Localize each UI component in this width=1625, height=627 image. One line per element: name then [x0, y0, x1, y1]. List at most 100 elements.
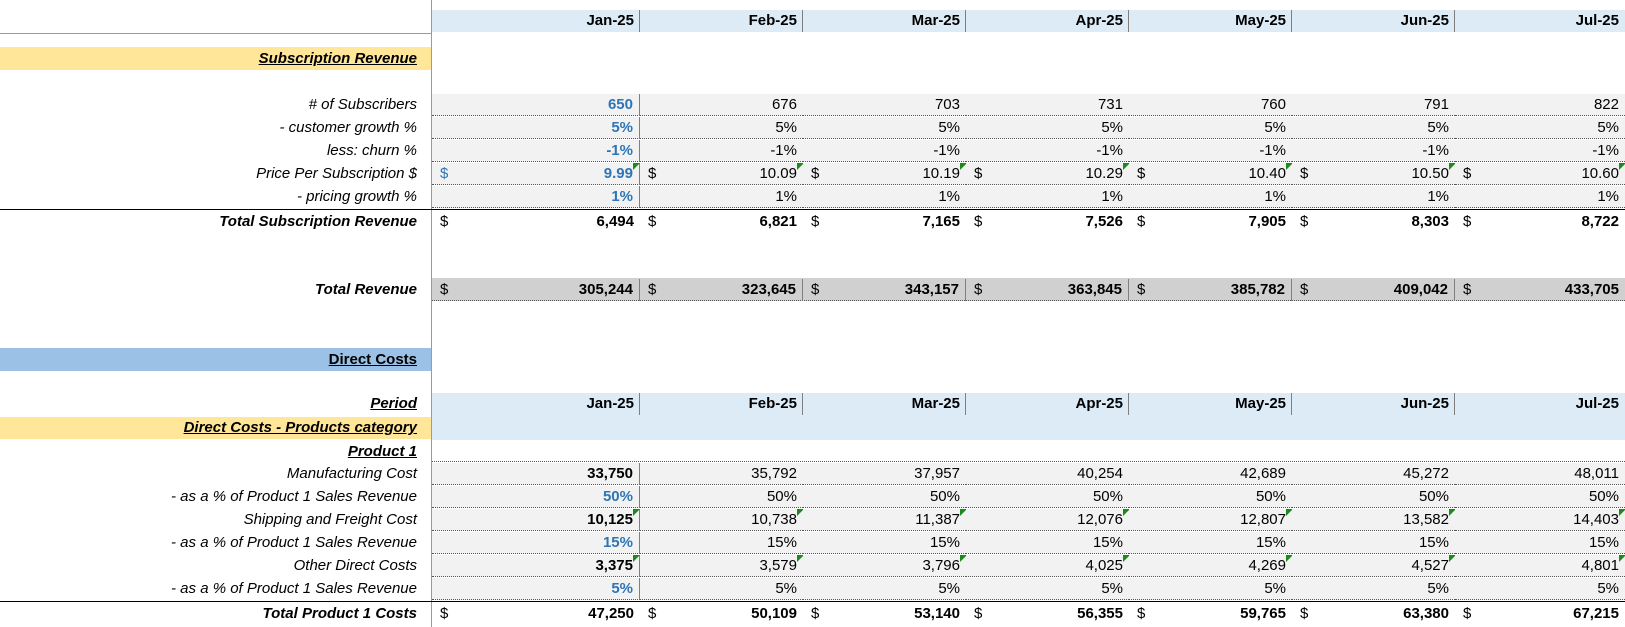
- direct-costs-manufacturing-pct-cell[interactable]: 50%: [1129, 486, 1292, 508]
- subscription-price-cell[interactable]: $10.60: [1455, 163, 1625, 185]
- subscription-subscribers-cell[interactable]: 791: [1292, 94, 1455, 116]
- direct-costs-shipping-pct-cell[interactable]: 15%: [1455, 532, 1625, 554]
- header-month-2[interactable]: Mar-25: [911, 12, 960, 29]
- direct-costs-manufacturing-pct-cell[interactable]: 50%: [1455, 486, 1625, 508]
- direct-costs-shipping-pct-cell[interactable]: 15%: [1129, 532, 1292, 554]
- direct-costs-shipping-cell[interactable]: 10,125: [432, 509, 640, 531]
- direct-costs-shipping-cell[interactable]: 12,076: [966, 509, 1130, 531]
- subscription-pricing-growth-cell[interactable]: 1%: [432, 186, 640, 208]
- total-revenue-cell[interactable]: $385,782: [1129, 279, 1292, 301]
- subscription-total-cell[interactable]: $7,526: [966, 211, 1129, 233]
- direct-costs-total-cell[interactable]: $47,250: [432, 603, 640, 625]
- direct-costs-total-cell[interactable]: $50,109: [640, 603, 803, 625]
- direct-costs-other-pct-cell[interactable]: 5%: [966, 578, 1129, 600]
- direct-costs-shipping-cell[interactable]: 14,403: [1455, 509, 1625, 531]
- direct-costs-shipping-pct-cell[interactable]: 15%: [640, 532, 803, 554]
- direct-costs-total-cell[interactable]: $56,355: [966, 603, 1129, 625]
- subscription-customer-growth-cell[interactable]: 5%: [1292, 117, 1455, 139]
- period-month-3[interactable]: Apr-25: [1075, 395, 1123, 412]
- direct-costs-manufacturing-pct-cell[interactable]: 50%: [966, 486, 1129, 508]
- period-month-5[interactable]: Jun-25: [1400, 395, 1449, 412]
- period-month-4[interactable]: May-25: [1235, 395, 1286, 412]
- header-month-5[interactable]: Jun-25: [1400, 12, 1449, 29]
- header-month-4[interactable]: May-25: [1235, 12, 1286, 29]
- direct-costs-manufacturing-cell[interactable]: 42,689: [1129, 463, 1292, 485]
- subscription-churn-cell[interactable]: -1%: [803, 140, 966, 162]
- total-revenue-cell[interactable]: $343,157: [803, 279, 966, 301]
- subscription-customer-growth-cell[interactable]: 5%: [1455, 117, 1625, 139]
- subscription-price-cell[interactable]: $10.09: [640, 163, 804, 185]
- header-month-6[interactable]: Jul-25: [1575, 12, 1619, 29]
- direct-costs-manufacturing-pct-cell[interactable]: 50%: [1292, 486, 1455, 508]
- header-month-3[interactable]: Apr-25: [1075, 12, 1123, 29]
- direct-costs-manufacturing-cell[interactable]: 37,957: [803, 463, 966, 485]
- direct-costs-other-cell[interactable]: 3,579: [640, 555, 804, 577]
- direct-costs-shipping-cell[interactable]: 11,387: [803, 509, 967, 531]
- subscription-customer-growth-cell[interactable]: 5%: [803, 117, 966, 139]
- subscription-price-cell[interactable]: $9.99: [432, 163, 640, 185]
- subscription-total-cell[interactable]: $6,494: [432, 211, 640, 233]
- period-month-0[interactable]: Jan-25: [586, 395, 634, 412]
- direct-costs-total-cell[interactable]: $53,140: [803, 603, 966, 625]
- direct-costs-total-cell[interactable]: $67,215: [1455, 603, 1625, 625]
- direct-costs-shipping-pct-cell[interactable]: 15%: [1292, 532, 1455, 554]
- direct-costs-shipping-cell[interactable]: 10,738: [640, 509, 804, 531]
- direct-costs-manufacturing-cell[interactable]: 35,792: [640, 463, 803, 485]
- subscription-customer-growth-cell[interactable]: 5%: [1129, 117, 1292, 139]
- total-revenue-cell[interactable]: $409,042: [1292, 279, 1455, 301]
- direct-costs-shipping-cell[interactable]: 12,807: [1129, 509, 1293, 531]
- subscription-churn-cell[interactable]: -1%: [432, 140, 640, 162]
- subscription-total-cell[interactable]: $6,821: [640, 211, 803, 233]
- subscription-pricing-growth-cell[interactable]: 1%: [640, 186, 803, 208]
- subscription-total-cell[interactable]: $7,905: [1129, 211, 1292, 233]
- subscription-total-cell[interactable]: $8,303: [1292, 211, 1455, 233]
- subscription-pricing-growth-cell[interactable]: 1%: [803, 186, 966, 208]
- direct-costs-manufacturing-pct-cell[interactable]: 50%: [640, 486, 803, 508]
- subscription-pricing-growth-cell[interactable]: 1%: [1129, 186, 1292, 208]
- subscription-churn-cell[interactable]: -1%: [1455, 140, 1625, 162]
- subscription-subscribers-cell[interactable]: 676: [640, 94, 803, 116]
- subscription-price-cell[interactable]: $10.19: [803, 163, 967, 185]
- direct-costs-other-pct-cell[interactable]: 5%: [1455, 578, 1625, 600]
- subscription-subscribers-cell[interactable]: 760: [1129, 94, 1292, 116]
- total-revenue-cell[interactable]: $305,244: [432, 279, 640, 301]
- direct-costs-manufacturing-pct-cell[interactable]: 50%: [803, 486, 966, 508]
- subscription-subscribers-cell[interactable]: 731: [966, 94, 1129, 116]
- subscription-churn-cell[interactable]: -1%: [1129, 140, 1292, 162]
- direct-costs-shipping-cell[interactable]: 13,582: [1292, 509, 1456, 531]
- direct-costs-other-pct-cell[interactable]: 5%: [1292, 578, 1455, 600]
- period-month-1[interactable]: Feb-25: [748, 395, 797, 412]
- period-month-2[interactable]: Mar-25: [911, 395, 960, 412]
- direct-costs-other-pct-cell[interactable]: 5%: [432, 578, 640, 600]
- direct-costs-other-pct-cell[interactable]: 5%: [640, 578, 803, 600]
- subscription-total-cell[interactable]: $8,722: [1455, 211, 1625, 233]
- direct-costs-shipping-pct-cell[interactable]: 15%: [803, 532, 966, 554]
- total-revenue-cell[interactable]: $323,645: [640, 279, 803, 301]
- direct-costs-other-cell[interactable]: 4,269: [1129, 555, 1293, 577]
- direct-costs-other-cell[interactable]: 4,527: [1292, 555, 1456, 577]
- direct-costs-other-cell[interactable]: 4,801: [1455, 555, 1625, 577]
- direct-costs-manufacturing-cell[interactable]: 40,254: [966, 463, 1129, 485]
- direct-costs-other-pct-cell[interactable]: 5%: [1129, 578, 1292, 600]
- direct-costs-shipping-pct-cell[interactable]: 15%: [966, 532, 1129, 554]
- subscription-price-cell[interactable]: $10.29: [966, 163, 1130, 185]
- subscription-subscribers-cell[interactable]: 703: [803, 94, 966, 116]
- direct-costs-other-cell[interactable]: 3,796: [803, 555, 967, 577]
- subscription-customer-growth-cell[interactable]: 5%: [432, 117, 640, 139]
- subscription-total-cell[interactable]: $7,165: [803, 211, 966, 233]
- header-month-0[interactable]: Jan-25: [586, 12, 634, 29]
- direct-costs-other-pct-cell[interactable]: 5%: [803, 578, 966, 600]
- direct-costs-total-cell[interactable]: $63,380: [1292, 603, 1455, 625]
- subscription-price-cell[interactable]: $10.50: [1292, 163, 1456, 185]
- subscription-pricing-growth-cell[interactable]: 1%: [966, 186, 1129, 208]
- subscription-pricing-growth-cell[interactable]: 1%: [1455, 186, 1625, 208]
- subscription-subscribers-cell[interactable]: 650: [432, 94, 640, 116]
- direct-costs-manufacturing-cell[interactable]: 48,011: [1455, 463, 1625, 485]
- header-month-1[interactable]: Feb-25: [748, 12, 797, 29]
- subscription-pricing-growth-cell[interactable]: 1%: [1292, 186, 1455, 208]
- total-revenue-cell[interactable]: $363,845: [966, 279, 1129, 301]
- direct-costs-other-cell[interactable]: 3,375: [432, 555, 640, 577]
- subscription-churn-cell[interactable]: -1%: [1292, 140, 1455, 162]
- subscription-price-cell[interactable]: $10.40: [1129, 163, 1293, 185]
- total-revenue-cell[interactable]: $433,705: [1455, 279, 1625, 301]
